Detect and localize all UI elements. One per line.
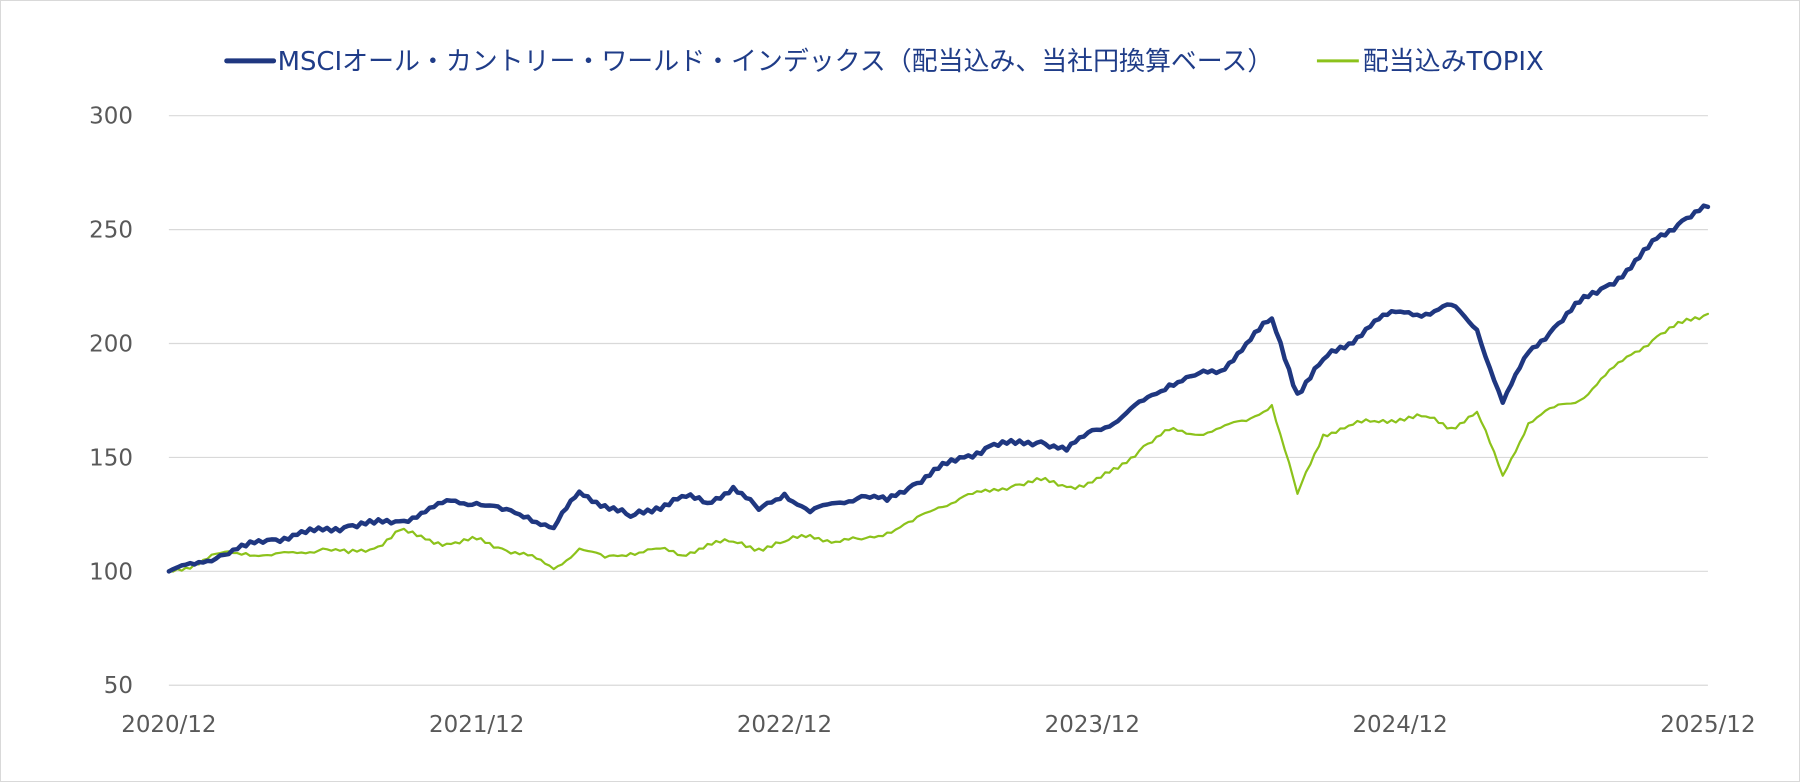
gridlines <box>168 115 1708 686</box>
x-tick-label: 2025/12 <box>1660 712 1755 738</box>
series-lines <box>166 203 1711 574</box>
series-line-msci <box>166 203 1711 574</box>
x-tick-label: 2023/12 <box>1045 712 1140 738</box>
x-tick-label: 2021/12 <box>429 712 524 738</box>
x-tick-label: 2024/12 <box>1352 712 1447 738</box>
x-tick-label: 2022/12 <box>737 712 832 738</box>
series-line-topix <box>167 312 1710 573</box>
x-axis-ticks: 2020/12 2021/12 2022/12 2023/12 2024/12 2025/… <box>121 712 1755 738</box>
y-tick-label: 50 <box>104 673 133 699</box>
y-tick-label: 200 <box>89 332 133 358</box>
y-tick-label: 250 <box>89 218 133 244</box>
x-tick-label: 2020/12 <box>121 712 216 738</box>
y-tick-label: 150 <box>89 445 133 471</box>
y-tick-label: 300 <box>89 104 133 130</box>
legend: MSCIオール・カントリー・ワールド・インデックス（配当込み、当社円換算ベース）… <box>224 47 1544 77</box>
y-axis-ticks: 300 250 200 150 100 50 <box>89 104 133 700</box>
legend-label-topix: 配当込みTOPIX <box>1363 47 1544 77</box>
legend-label-msci: MSCIオール・カントリー・ワールド・インデックス（配当込み、当社円換算ベース） <box>278 47 1274 77</box>
y-tick-label: 100 <box>89 559 133 585</box>
